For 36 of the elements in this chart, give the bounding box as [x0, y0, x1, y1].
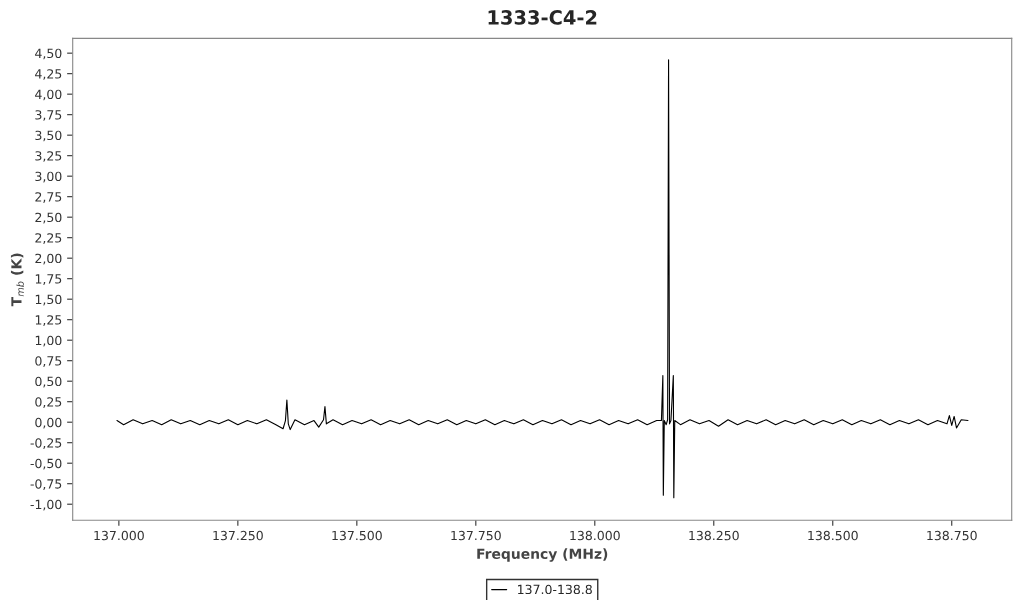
- line-series: [116, 59, 969, 499]
- y-tick-label: 2,00: [35, 253, 62, 265]
- y-tick-label: 2,75: [35, 192, 62, 203]
- x-tick-label: 138.250: [689, 530, 739, 541]
- y-tick-label: -0,25: [30, 438, 62, 449]
- y-tick-label: -0,50: [30, 458, 62, 470]
- y-tick-label: 0,75: [35, 356, 62, 367]
- y-tick-label: 1,00: [35, 335, 62, 347]
- x-tick-label: 137.000: [94, 530, 144, 541]
- x-tick-label: 138.750: [927, 530, 977, 541]
- y-tick-label: 4,00: [35, 89, 62, 101]
- y-tick-label: 3,00: [35, 171, 62, 183]
- y-tick-label: 3,75: [35, 110, 62, 121]
- y-tick-label: 2,25: [35, 233, 62, 244]
- y-tick-label: 1,50: [35, 294, 62, 306]
- chart-title: 1333-C4-2: [488, 10, 597, 25]
- y-axis-title: T$_{mb}$ (K): [10, 253, 24, 307]
- legend-label: 137.0-138.8: [518, 584, 592, 595]
- x-tick-label: 138.000: [570, 530, 620, 541]
- y-tick-label: 3,25: [35, 151, 62, 162]
- y-tick-label: -1,00: [30, 499, 62, 511]
- x-tick-label: 138.500: [808, 530, 858, 541]
- y-tick-label: 0,50: [35, 376, 62, 388]
- y-tick-label: 0,25: [35, 397, 62, 408]
- y-tick-label: 3,50: [35, 130, 62, 142]
- y-tick-label: 4,25: [35, 69, 62, 80]
- y-tick-label: 4,50: [35, 48, 62, 60]
- x-tick-label: 137.500: [332, 530, 382, 541]
- y-tick-label: 1,25: [35, 315, 62, 326]
- x-tick-label: 137.750: [451, 530, 501, 541]
- x-axis-title: Frequency (MHz): [477, 548, 608, 562]
- y-tick-label: 2,50: [35, 212, 62, 224]
- y-tick-label: 0,00: [35, 417, 62, 429]
- y-tick-label: -0,75: [30, 479, 62, 490]
- x-tick-label: 137.250: [213, 530, 263, 541]
- y-tick-label: 1,75: [35, 274, 62, 285]
